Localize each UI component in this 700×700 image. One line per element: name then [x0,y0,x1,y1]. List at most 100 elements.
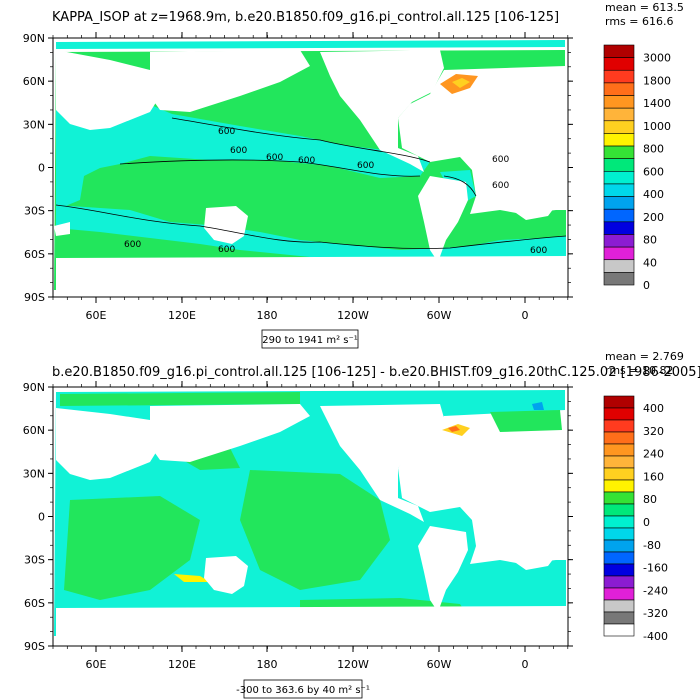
map-bottom-land [56,404,566,646]
colorbar-swatch [603,443,635,457]
colorbar-swatch [603,133,635,147]
colorbar-label: 600 [643,165,664,178]
colorbar-swatch [603,395,635,409]
map-top-ticks [48,32,573,303]
colorbar-swatch [603,551,635,565]
panel-top-mean: mean = 613.5 [605,1,684,14]
map-top-contours [55,117,567,249]
land-south-america [418,526,468,612]
colorbar-label: 400 [643,188,664,201]
lat-label: 90N [23,32,45,45]
map-bottom-axis-labels: 90N 60N 30N 0 30S 60S 90S 60E 120E 180 120W 60W 0 [23,381,529,671]
contour-label: 600 [124,240,141,250]
map-top-cyan-tropics [56,88,430,210]
lat-label: 60S [24,597,45,610]
panel-top-range-box [261,329,359,349]
colorbar-label: 1000 [643,120,671,133]
patch [490,410,562,432]
land-europe-africa-north [480,434,560,502]
panel-top-rms: rms = 616.6 [605,15,673,28]
lat-label: 30S [24,554,45,567]
panel-top-range-label: 290 to 1941 m² s⁻¹ [262,335,358,346]
lon-label: 120W [337,309,369,322]
colorbar-label: 1800 [643,74,671,87]
colorbar-swatch [603,515,635,529]
contour-label: 600 [218,127,235,137]
lon-label: 0 [522,658,529,671]
colorbar-swatch [603,120,635,134]
colorbar-label: 200 [643,211,664,224]
panel-bottom: b.e20.B1850.f09_g16.pi_control.all.125 [… [23,350,700,699]
lon-label: 120W [337,658,369,671]
lon-label: 0 [522,309,529,322]
colorbar-swatch [603,107,635,122]
colorbar-swatch [603,272,635,286]
colorbar-label: 3000 [643,52,671,65]
contour-label: 600 [492,155,509,165]
panel-top-title: KAPPA_ISOP at z=1968.9m, b.e20.B1850.f09… [52,10,559,25]
colorbar-swatch [603,467,635,481]
colorbar-label: -400 [643,630,668,643]
patch [64,496,200,600]
contour-label: 600 [266,153,283,163]
colorbar-swatch [603,575,635,589]
colorbar-swatch [603,431,635,445]
contour-north-pacific [171,117,431,163]
colorbar-swatch [603,419,635,433]
colorbar-swatch [603,527,635,541]
map-bottom-yellow-spot [174,574,210,582]
colorbar-bottom: 400 320 240 160 80 0 -80 -160 -240 -320 -400 [603,395,668,643]
colorbar-label: 40 [643,256,657,269]
lat-label: 90N [23,381,45,394]
land-australia [204,556,248,594]
panel-bottom-range-label: -300 to 363.6 by 40 m² s⁻¹ [236,685,370,696]
colorbar-label: 80 [643,234,657,247]
land-europe-africa-north [480,84,560,152]
colorbar-label: -80 [643,539,661,552]
panel-top: KAPPA_ISOP at z=1968.9m, b.e20.B1850.f09… [23,1,684,349]
lon-label: 180 [257,309,278,322]
patch [60,392,300,406]
lat-label: 90S [24,291,45,304]
colorbar-swatch [603,221,635,235]
colorbar-label: 0 [643,516,650,529]
map-top-hotspot-core [452,78,470,88]
contour-label: 600 [298,156,315,166]
colorbar-swatch [603,171,635,185]
lon-label: 60W [427,309,452,322]
colorbar-swatch [603,82,635,96]
map-top-land [54,50,566,290]
colorbar-swatch [603,259,635,273]
panel-bottom-range-box [243,679,363,699]
colorbar-label: 1400 [643,97,671,110]
colorbar-swatch [603,183,635,197]
colorbar-swatch [603,145,635,159]
lat-label: 60N [23,75,45,88]
land-north-america [320,404,444,522]
lat-label: 30N [23,467,45,480]
colorbar-label: 400 [643,402,664,415]
land-north-america [320,50,444,172]
colorbar-swatch [603,196,635,210]
contour-south [55,204,567,249]
lon-label: 60E [86,309,107,322]
land-antarctica [56,606,566,646]
colorbar-swatch [603,491,635,505]
patch [240,470,390,590]
contour-atlantic [443,175,477,197]
lat-label: 30S [24,205,45,218]
map-top-axis-labels: 90N 60N 30N 0 30S 60S 90S 60E 120E 180 120W 60W 0 [23,32,529,322]
contour-label: 600 [357,161,374,171]
contour-equatorial [119,159,421,177]
contour-label: 600 [530,246,547,256]
colorbar-swatch [603,611,635,625]
lat-label: 0 [38,511,45,524]
colorbar-swatch [603,539,635,553]
lon-label: 180 [257,658,278,671]
colorbar-label: 240 [643,448,664,461]
colorbar-label: 80 [643,493,657,506]
lat-label: 0 [38,162,45,175]
panel-bottom-mean: mean = 2.769 [605,350,684,363]
